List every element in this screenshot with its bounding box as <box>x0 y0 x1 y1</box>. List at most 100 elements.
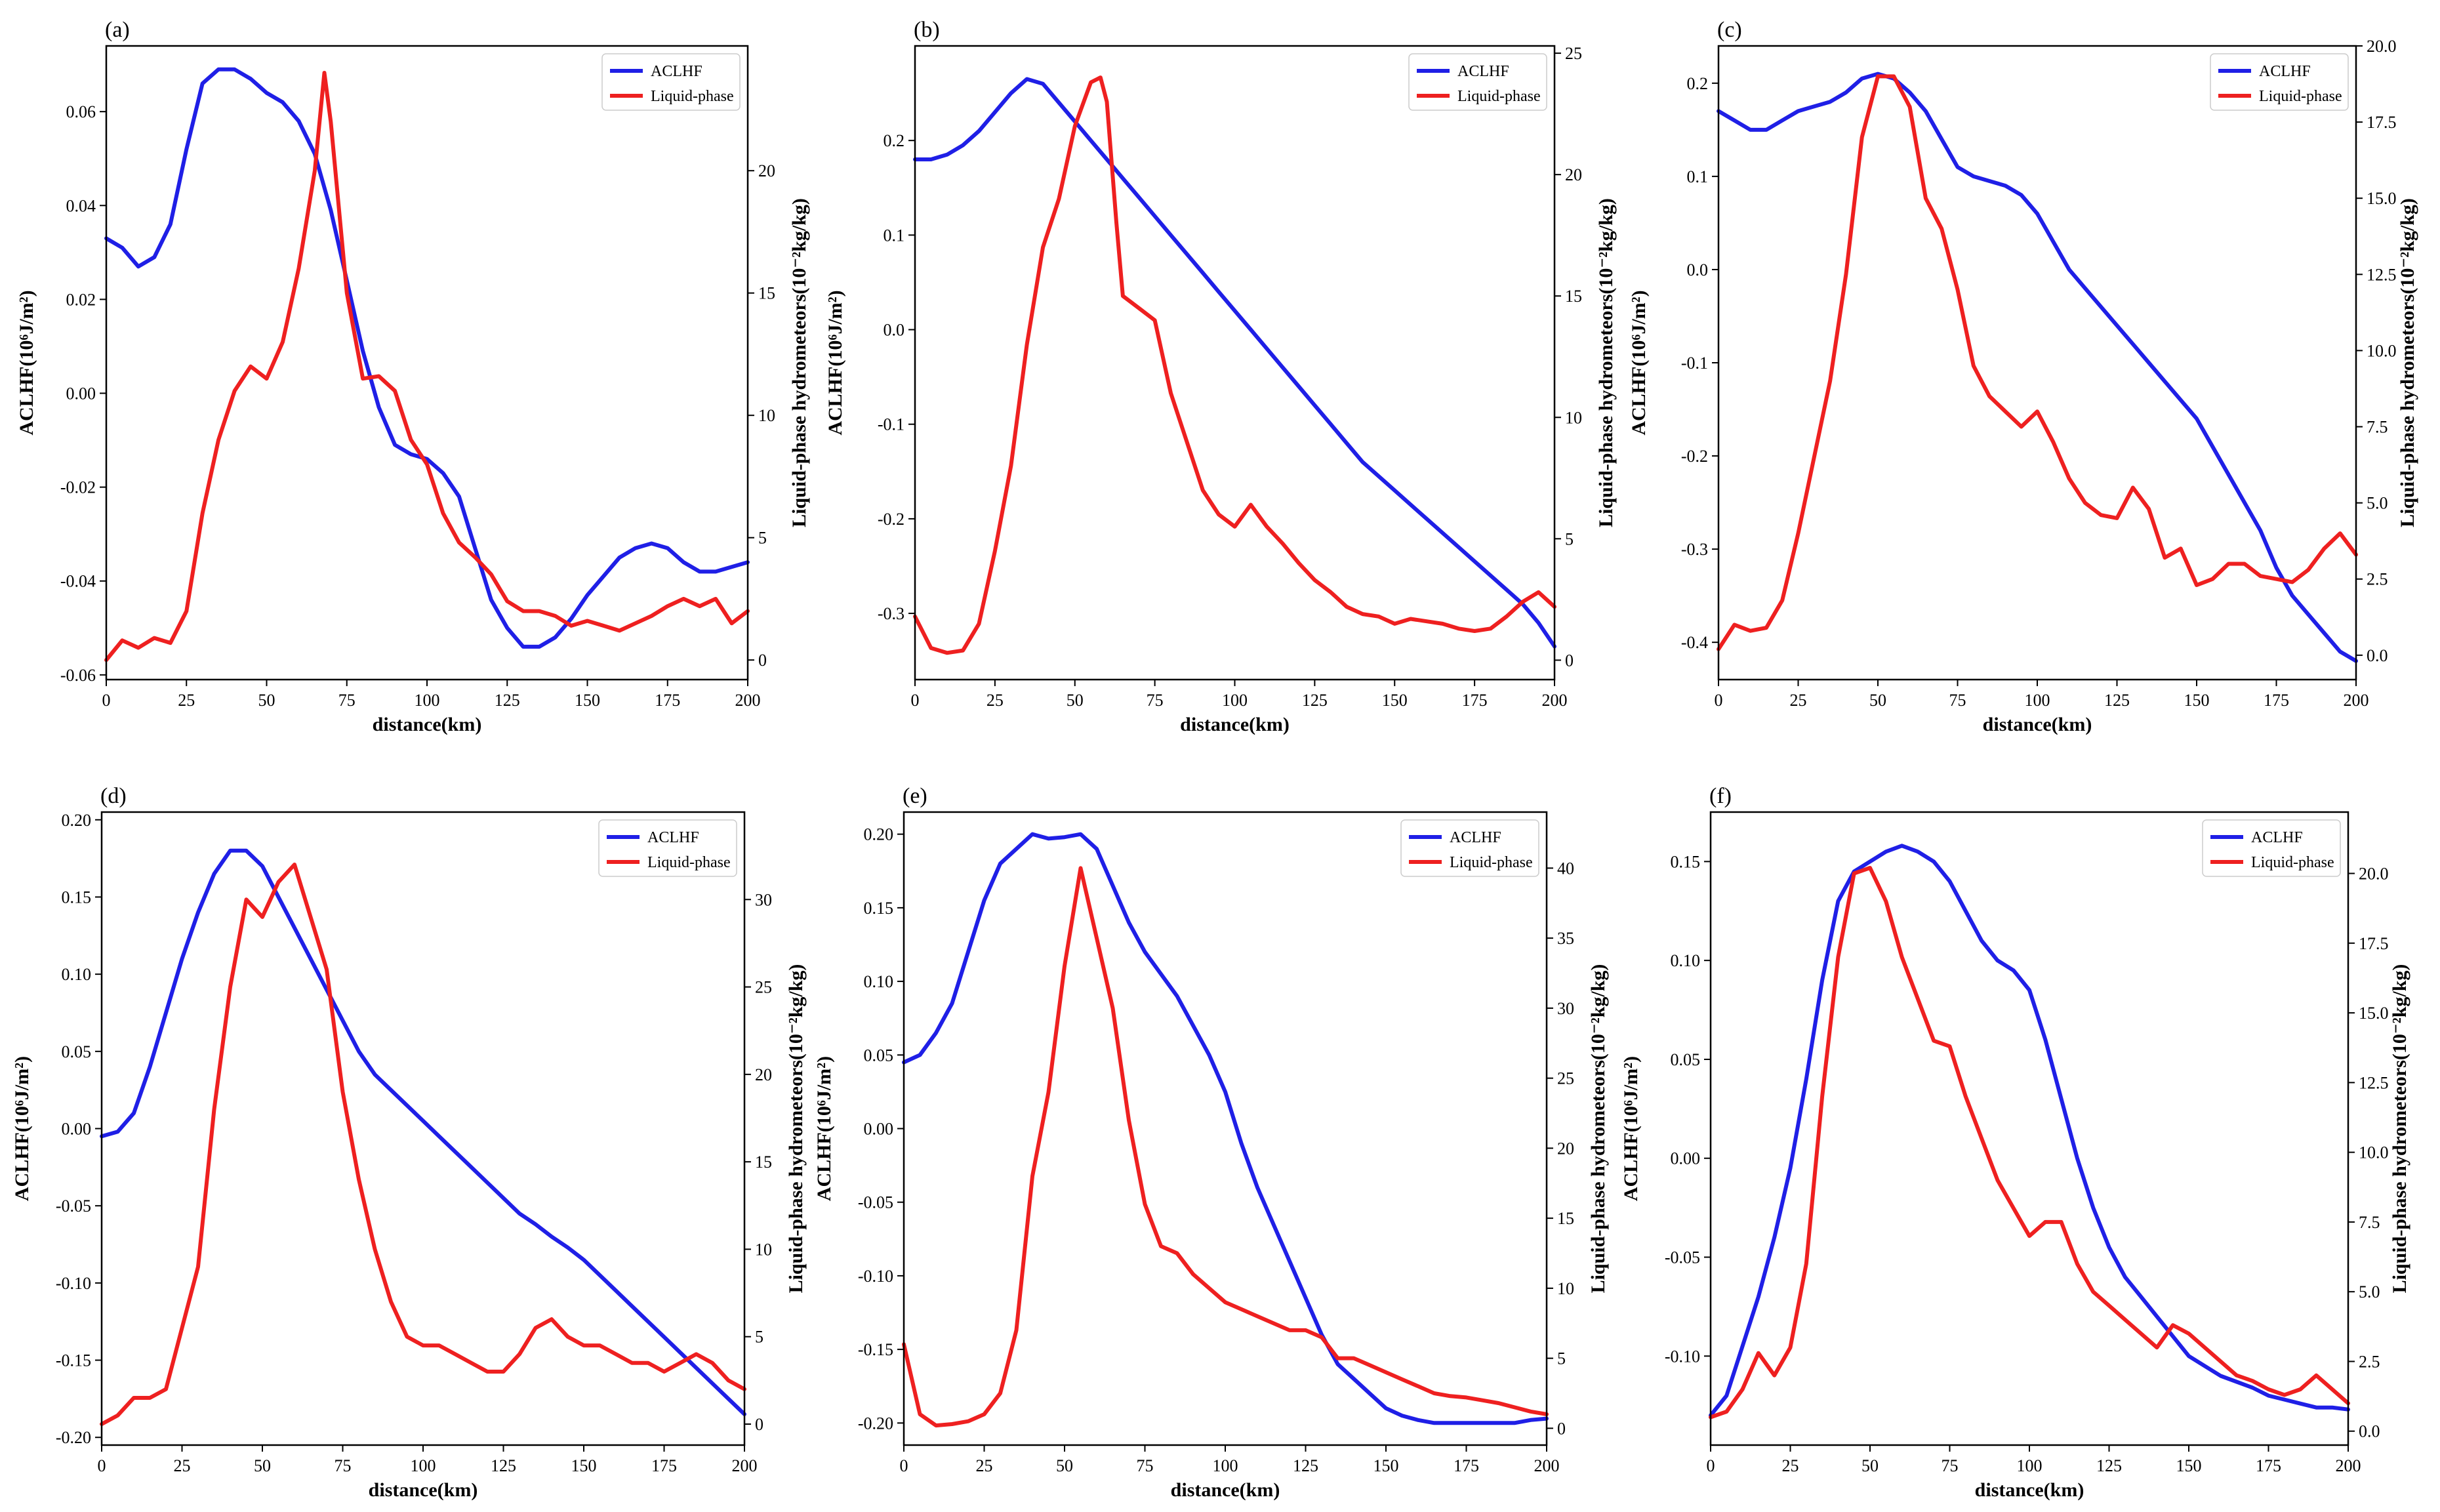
x-tick-label: 175 <box>2256 1456 2281 1475</box>
x-tick-label: 0 <box>900 1456 908 1475</box>
y-tick-label: 0.0 <box>1687 260 1709 279</box>
y-tick-label: 0.10 <box>1671 951 1701 970</box>
x-axis-label: distance(km) <box>1180 714 1290 735</box>
x-tick-label: 150 <box>1382 691 1408 710</box>
panel-5: 0 25 50 75 100 125 150 175 200-0.20-0.15-0.10-0.… <box>813 784 1609 1501</box>
series-line-liquid-phase <box>1709 866 2350 1420</box>
x-tick-label: 125 <box>1302 691 1328 710</box>
y-tick-label: -0.10 <box>56 1274 91 1293</box>
series-line-aclhf <box>1709 844 2350 1418</box>
series-line-liquid-phase <box>100 863 746 1426</box>
y-tick-label: 0.10 <box>864 972 894 991</box>
y2-axis-label: Liquid-phase hydrometeors(10⁻²kg/kg) <box>2397 198 2418 527</box>
y2-tick-label: 0 <box>1557 1419 1566 1438</box>
y-tick-label: 0.15 <box>1671 852 1701 871</box>
chart-panels: 0 25 50 75 100 125 150 175 200-0.06-0.04-0.020.0… <box>11 18 2418 1501</box>
y-tick-label: -0.05 <box>858 1193 893 1212</box>
x-tick-label: 150 <box>1373 1456 1399 1475</box>
y-tick-label: 0.05 <box>1671 1050 1701 1069</box>
y-tick-label: 0.20 <box>62 811 92 830</box>
y-axis-label: ACLHF(10⁶J/m²) <box>824 290 846 435</box>
legend: ACLHF Liquid-phase <box>2210 53 2349 111</box>
legend: ACLHF Liquid-phase <box>601 53 741 111</box>
legend: ACLHF Liquid-phase <box>2202 819 2341 877</box>
y2-tick-label: 15 <box>1565 287 1582 306</box>
x-axis-label: distance(km) <box>373 714 482 735</box>
y2-tick-label: 15 <box>758 284 775 303</box>
legend-entry-label: ACLHF <box>1450 829 1501 846</box>
x-tick-label: 25 <box>178 691 195 710</box>
x-tick-label: 125 <box>1293 1456 1318 1475</box>
y-tick-label: 0.15 <box>864 899 894 918</box>
panel-label: (a) <box>105 18 130 42</box>
y2-tick-label: 20 <box>758 161 775 180</box>
x-tick-label: 0 <box>1715 691 1723 710</box>
y-tick-label: 0.2 <box>884 131 905 150</box>
x-tick-label: 200 <box>732 1456 758 1475</box>
y-tick-label: -0.1 <box>1681 354 1708 373</box>
x-tick-label: 25 <box>1790 691 1807 710</box>
y2-tick-label: 5 <box>758 529 767 548</box>
y-tick-label: -0.10 <box>858 1267 893 1286</box>
series-line-aclhf <box>100 848 746 1416</box>
series-line-liquid-phase <box>913 75 1556 655</box>
x-tick-label: 0 <box>1707 1456 1715 1475</box>
y-tick-label: -0.15 <box>858 1340 893 1359</box>
x-tick-label: 150 <box>2184 691 2210 710</box>
x-tick-label: 175 <box>2264 691 2289 710</box>
x-tick-label: 100 <box>415 691 440 710</box>
y-axis-label: ACLHF(10⁶J/m²) <box>813 1056 835 1201</box>
y2-tick-label: 15.0 <box>2359 1004 2389 1023</box>
y2-tick-label: 0.0 <box>2367 646 2388 665</box>
x-tick-label: 75 <box>1147 691 1164 710</box>
x-tick-label: 200 <box>1542 691 1568 710</box>
y-tick-label: 0.00 <box>62 1120 92 1139</box>
series-line-aclhf <box>1717 72 2358 663</box>
y2-tick-label: 10.0 <box>2367 341 2397 360</box>
y2-tick-label: 15 <box>755 1153 772 1172</box>
x-tick-label: 25 <box>986 691 1004 710</box>
y-tick-label: -0.06 <box>60 666 96 685</box>
legend: ACLHF Liquid-phase <box>1400 819 1539 877</box>
y-tick-label: 0.05 <box>864 1046 894 1065</box>
x-tick-label: 175 <box>655 691 680 710</box>
x-tick-label: 125 <box>495 691 520 710</box>
legend: ACLHF Liquid-phase <box>1408 53 1547 111</box>
legend-entry-label: Liquid-phase <box>651 88 734 105</box>
y-tick-label: -0.10 <box>1665 1347 1700 1366</box>
x-tick-label: 125 <box>2104 691 2130 710</box>
x-tick-label: 50 <box>1869 691 1886 710</box>
series-line-liquid-phase <box>104 71 750 663</box>
x-tick-label: 75 <box>335 1456 352 1475</box>
y2-axis-label: Liquid-phase hydrometeors(10⁻²kg/kg) <box>788 198 810 527</box>
y2-tick-label: 10 <box>1565 408 1582 427</box>
y-tick-label: -0.02 <box>60 478 96 497</box>
y-tick-label: 0.00 <box>1671 1149 1701 1168</box>
y2-tick-label: 10 <box>755 1240 772 1259</box>
x-tick-label: 100 <box>1222 691 1248 710</box>
y-axis-label: ACLHF(10⁶J/m²) <box>16 290 37 435</box>
legend-entry-label: Liquid-phase <box>2259 88 2342 105</box>
y-tick-label: 0.1 <box>884 226 905 245</box>
plot-frame <box>914 45 1556 681</box>
legend-entry-label: ACLHF <box>647 829 699 846</box>
x-tick-label: 50 <box>1861 1456 1879 1475</box>
y2-tick-label: 30 <box>1557 999 1574 1018</box>
y-tick-label: -0.20 <box>858 1414 893 1433</box>
y-axis-label: ACLHF(10⁶J/m²) <box>1628 290 1650 435</box>
y2-tick-label: 0 <box>1565 651 1574 670</box>
legend-entry-label: ACLHF <box>651 63 702 80</box>
y2-tick-label: 0 <box>758 651 767 670</box>
y-tick-label: -0.20 <box>56 1428 91 1447</box>
y-tick-label: 0.0 <box>884 321 905 340</box>
y2-tick-label: 17.5 <box>2359 934 2389 953</box>
panel-label: (d) <box>100 784 127 808</box>
legend-entry-label: Liquid-phase <box>1450 854 1533 871</box>
y2-tick-label: 17.5 <box>2367 113 2397 132</box>
x-tick-label: 175 <box>651 1456 677 1475</box>
x-tick-label: 100 <box>2025 691 2050 710</box>
x-tick-label: 50 <box>258 691 275 710</box>
y2-tick-label: 20 <box>1565 165 1582 184</box>
x-tick-label: 25 <box>1782 1456 1799 1475</box>
panel-label: (e) <box>903 784 927 808</box>
